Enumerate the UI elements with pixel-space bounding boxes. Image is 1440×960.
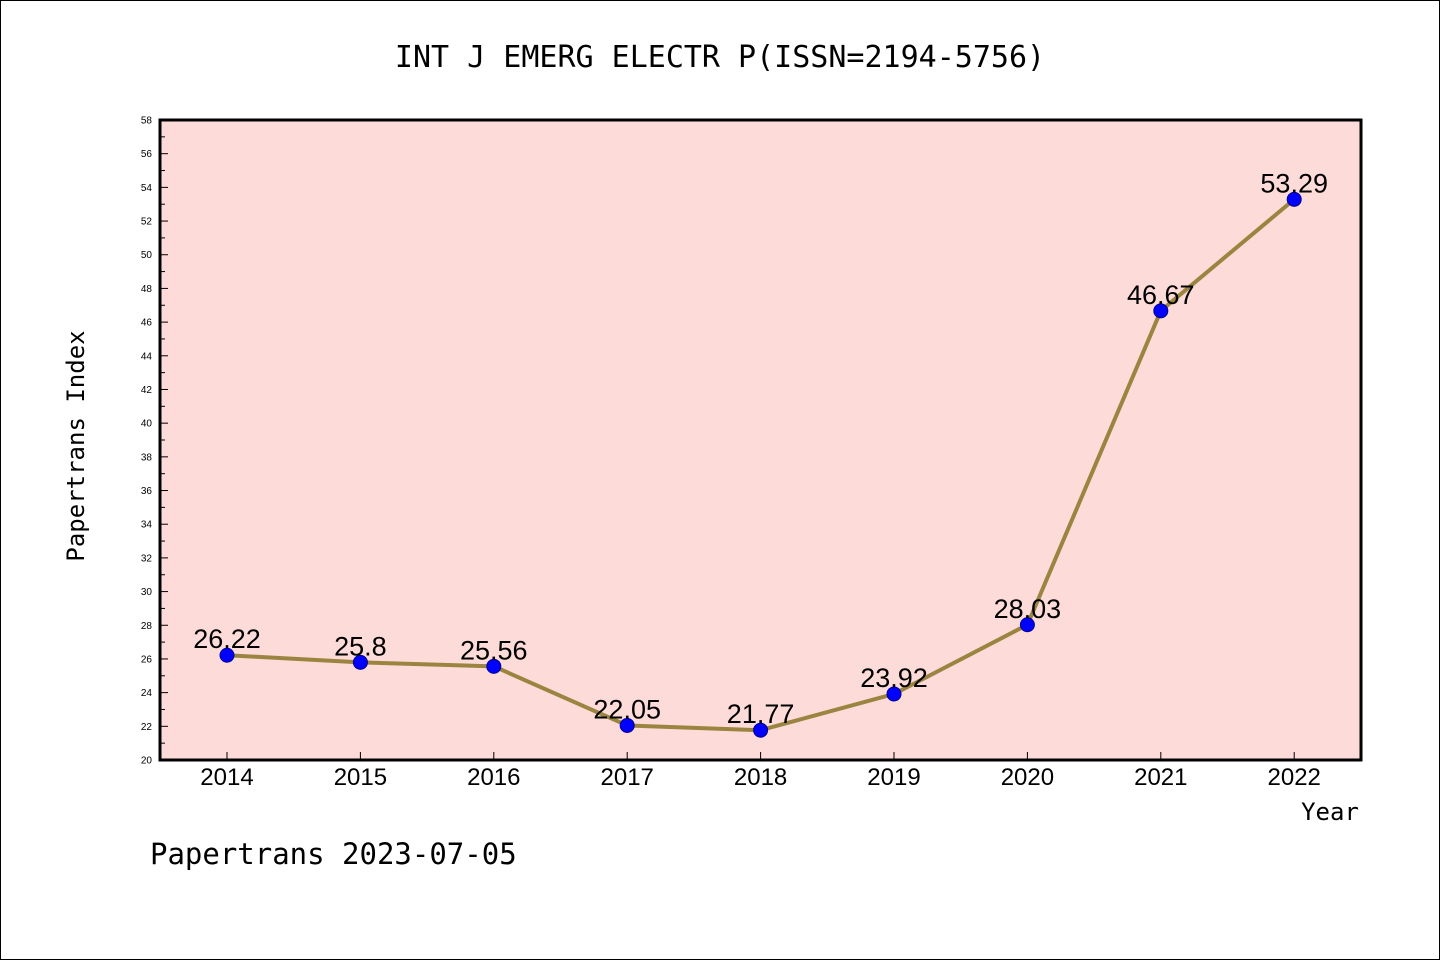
- data-point: [619, 717, 635, 733]
- y-tick-label: 48: [141, 284, 153, 295]
- y-tick-label: 24: [141, 688, 153, 699]
- y-tick-label: 46: [141, 318, 153, 329]
- x-tick-label: 2017: [601, 764, 654, 791]
- chart-title: INT J EMERG ELECTR P(ISSN=2194-5756): [395, 40, 1045, 75]
- x-tick-label: 2022: [1268, 764, 1321, 791]
- data-markers: [219, 191, 1302, 738]
- x-axis: 2014 2015 2016 2017 2018 2019 2020 2021 2022: [200, 752, 1321, 791]
- footer-text: Papertrans 2023-07-05: [150, 837, 517, 871]
- y-tick-label: 28: [141, 621, 153, 632]
- x-tick-label: 2014: [200, 764, 253, 791]
- data-label: 21.77: [727, 699, 795, 729]
- data-label: 28.03: [994, 594, 1062, 624]
- data-label: 25.56: [460, 635, 528, 665]
- x-tick-label: 2021: [1134, 764, 1187, 791]
- y-tick-label: 30: [141, 587, 153, 598]
- y-tick-label: 42: [141, 385, 153, 396]
- y-tick-label: 50: [141, 250, 153, 261]
- y-tick-label: 54: [141, 183, 153, 194]
- data-point: [1153, 303, 1169, 319]
- data-label: 53.29: [1260, 168, 1328, 198]
- data-label: 22.05: [593, 694, 661, 724]
- plot-area: [158, 118, 1363, 762]
- data-labels: 26.22 25.8 25.56 22.05 21.77 23.92 28.03 46.67 5…: [193, 168, 1328, 729]
- data-label: 25.8: [334, 631, 387, 661]
- y-tick-label: 52: [141, 217, 153, 228]
- data-point: [219, 647, 235, 663]
- y-tick-label: 34: [141, 520, 153, 531]
- x-axis-label: Year: [1301, 798, 1359, 826]
- data-label: 46.67: [1127, 280, 1195, 310]
- y-tick-label: 20: [141, 756, 153, 767]
- y-tick-label: 44: [141, 351, 153, 362]
- data-point: [352, 654, 368, 670]
- y-tick-label: 56: [141, 149, 153, 160]
- x-tick-label: 2016: [467, 764, 520, 791]
- y-tick-label: 26: [141, 654, 153, 665]
- y-axis: 20 22 24 26 28 30 32 34 36 38 40 42 44 46 48 50 52 54 56 58: [141, 116, 168, 767]
- y-tick-label: 40: [141, 419, 153, 430]
- data-point: [1019, 617, 1035, 633]
- y-tick-label: 58: [141, 116, 153, 127]
- y-axis-label: Papertrans Index: [62, 330, 90, 561]
- x-tick-label: 2015: [334, 764, 387, 791]
- data-point: [486, 658, 502, 674]
- y-tick-label: 36: [141, 486, 153, 497]
- y-tick-label: 32: [141, 553, 153, 564]
- data-label: 26.22: [193, 624, 261, 654]
- data-point: [1286, 191, 1302, 207]
- data-point: [753, 722, 769, 738]
- x-tick-label: 2018: [734, 764, 787, 791]
- x-tick-label: 2020: [1001, 764, 1054, 791]
- data-point: [886, 686, 902, 702]
- data-label: 23.92: [860, 663, 928, 693]
- x-tick-label: 2019: [867, 764, 920, 791]
- y-tick-label: 38: [141, 452, 153, 463]
- y-tick-label: 22: [141, 722, 153, 733]
